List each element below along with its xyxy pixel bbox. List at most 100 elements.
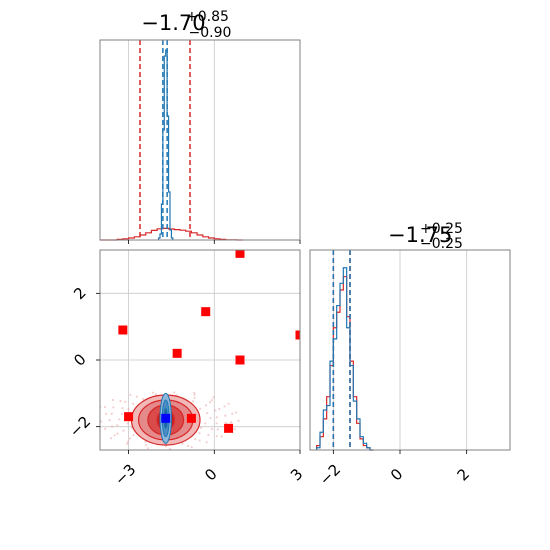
sample-dot bbox=[198, 431, 201, 435]
x-tick-label-2: 2 bbox=[454, 465, 473, 484]
y-tick-label-1: 0 bbox=[70, 350, 89, 369]
sample-dot bbox=[110, 412, 113, 415]
sample-dot bbox=[227, 402, 230, 405]
title-top-left-main: −1.70 bbox=[141, 11, 205, 35]
title-top-left: −1.70 +0.85 −0.90 bbox=[141, 6, 234, 41]
sample-dot bbox=[206, 412, 209, 415]
sample-dot bbox=[215, 434, 218, 438]
panel-top-left-histogram bbox=[99, 39, 301, 244]
title-bottom-right: −1.75 +0.25 −0.25 bbox=[388, 218, 468, 252]
panel-frame bbox=[99, 39, 301, 241]
sample-dot bbox=[129, 393, 132, 396]
sample-dot bbox=[132, 402, 135, 405]
sample-dot bbox=[168, 447, 172, 450]
sample-dot bbox=[194, 438, 197, 441]
hist-series-1 bbox=[316, 267, 374, 451]
sample-dot bbox=[223, 405, 226, 408]
y-tick-label-2: 2 bbox=[70, 284, 89, 303]
panel-frame bbox=[99, 249, 301, 451]
red-marker-2 bbox=[118, 325, 128, 335]
x-tick-label-0: −3 bbox=[111, 461, 139, 489]
sample-dot bbox=[154, 393, 157, 396]
sample-dot bbox=[103, 405, 107, 409]
sample-dot bbox=[199, 407, 202, 410]
sample-dot bbox=[204, 422, 207, 425]
sample-dot bbox=[215, 422, 218, 425]
sample-dot bbox=[111, 398, 114, 402]
hist-series-0 bbox=[100, 227, 243, 241]
blue-marker bbox=[161, 413, 171, 423]
sample-dot bbox=[173, 391, 176, 394]
sample-dot bbox=[210, 399, 213, 402]
sample-dot bbox=[198, 439, 201, 442]
sample-dot bbox=[214, 409, 217, 412]
title-bottom-right-sub: −0.25 bbox=[420, 236, 463, 252]
sample-dot bbox=[186, 444, 190, 448]
sample-dot bbox=[210, 427, 213, 431]
red-marker-6 bbox=[124, 412, 134, 422]
sample-dot bbox=[192, 400, 195, 403]
sample-dot bbox=[109, 437, 113, 440]
sample-dot bbox=[96, 432, 98, 434]
sample-dot bbox=[145, 444, 148, 447]
sample-dot bbox=[233, 428, 236, 431]
sample-dot bbox=[119, 399, 122, 403]
sample-dot bbox=[199, 426, 203, 429]
sample-dot bbox=[190, 446, 193, 449]
sample-dot bbox=[128, 437, 132, 440]
sample-dot bbox=[132, 433, 135, 437]
sample-dot bbox=[142, 397, 145, 401]
sample-dot bbox=[224, 421, 228, 424]
hist-series-1 bbox=[157, 49, 174, 240]
panel-bottom-right-histogram: −2 0 2 bbox=[309, 249, 511, 489]
sample-dot bbox=[126, 422, 129, 425]
title-bottom-right-sup: +0.25 bbox=[420, 221, 463, 237]
panel-frame bbox=[309, 249, 511, 451]
sample-dot bbox=[116, 432, 119, 435]
sample-dot bbox=[231, 412, 234, 415]
title-top-left-sub: −0.90 bbox=[189, 25, 232, 41]
sample-dot bbox=[237, 419, 240, 422]
red-marker-0 bbox=[235, 250, 245, 258]
sample-dot bbox=[105, 412, 108, 415]
sample-dot bbox=[181, 442, 184, 445]
x-tick-label-2: 3 bbox=[287, 465, 306, 484]
sample-dot bbox=[112, 406, 115, 409]
hist-series-0 bbox=[316, 276, 374, 451]
sample-dot bbox=[104, 427, 107, 430]
sample-dot bbox=[108, 419, 111, 422]
sample-dot bbox=[207, 433, 210, 437]
sample-dot bbox=[212, 396, 215, 399]
y-tick-label-0: −2 bbox=[66, 412, 94, 440]
sample-dot bbox=[126, 442, 129, 445]
red-marker-1 bbox=[201, 307, 211, 317]
sample-dot bbox=[164, 445, 168, 448]
sample-dot bbox=[151, 391, 155, 394]
sample-dot bbox=[120, 412, 124, 416]
x-tick-label-1: 0 bbox=[201, 465, 220, 484]
sample-dot bbox=[111, 425, 114, 428]
sample-dot bbox=[193, 393, 196, 396]
x-tick-label-0: −2 bbox=[316, 461, 344, 489]
sample-dot bbox=[116, 424, 119, 427]
sample-dot bbox=[144, 440, 147, 443]
sample-dot bbox=[126, 440, 130, 443]
sample-dot bbox=[97, 413, 99, 415]
sample-dot bbox=[204, 404, 208, 407]
sample-dot bbox=[216, 428, 219, 431]
sample-dot bbox=[220, 435, 223, 438]
red-marker-5 bbox=[235, 355, 245, 365]
sample-dot bbox=[122, 429, 125, 432]
sample-dot bbox=[146, 447, 149, 450]
sample-dot bbox=[215, 416, 218, 419]
title-bottom-right-main: −1.75 bbox=[388, 223, 452, 247]
x-tick-label-1: 0 bbox=[387, 465, 406, 484]
title-top-left-sup: +0.85 bbox=[186, 9, 229, 25]
sample-dot bbox=[96, 421, 98, 423]
sample-dot bbox=[127, 408, 130, 411]
sample-dot bbox=[124, 400, 127, 404]
sample-dot bbox=[193, 391, 196, 394]
sample-dot bbox=[230, 421, 233, 424]
red-marker-8 bbox=[224, 423, 234, 433]
sample-dot bbox=[121, 407, 124, 410]
